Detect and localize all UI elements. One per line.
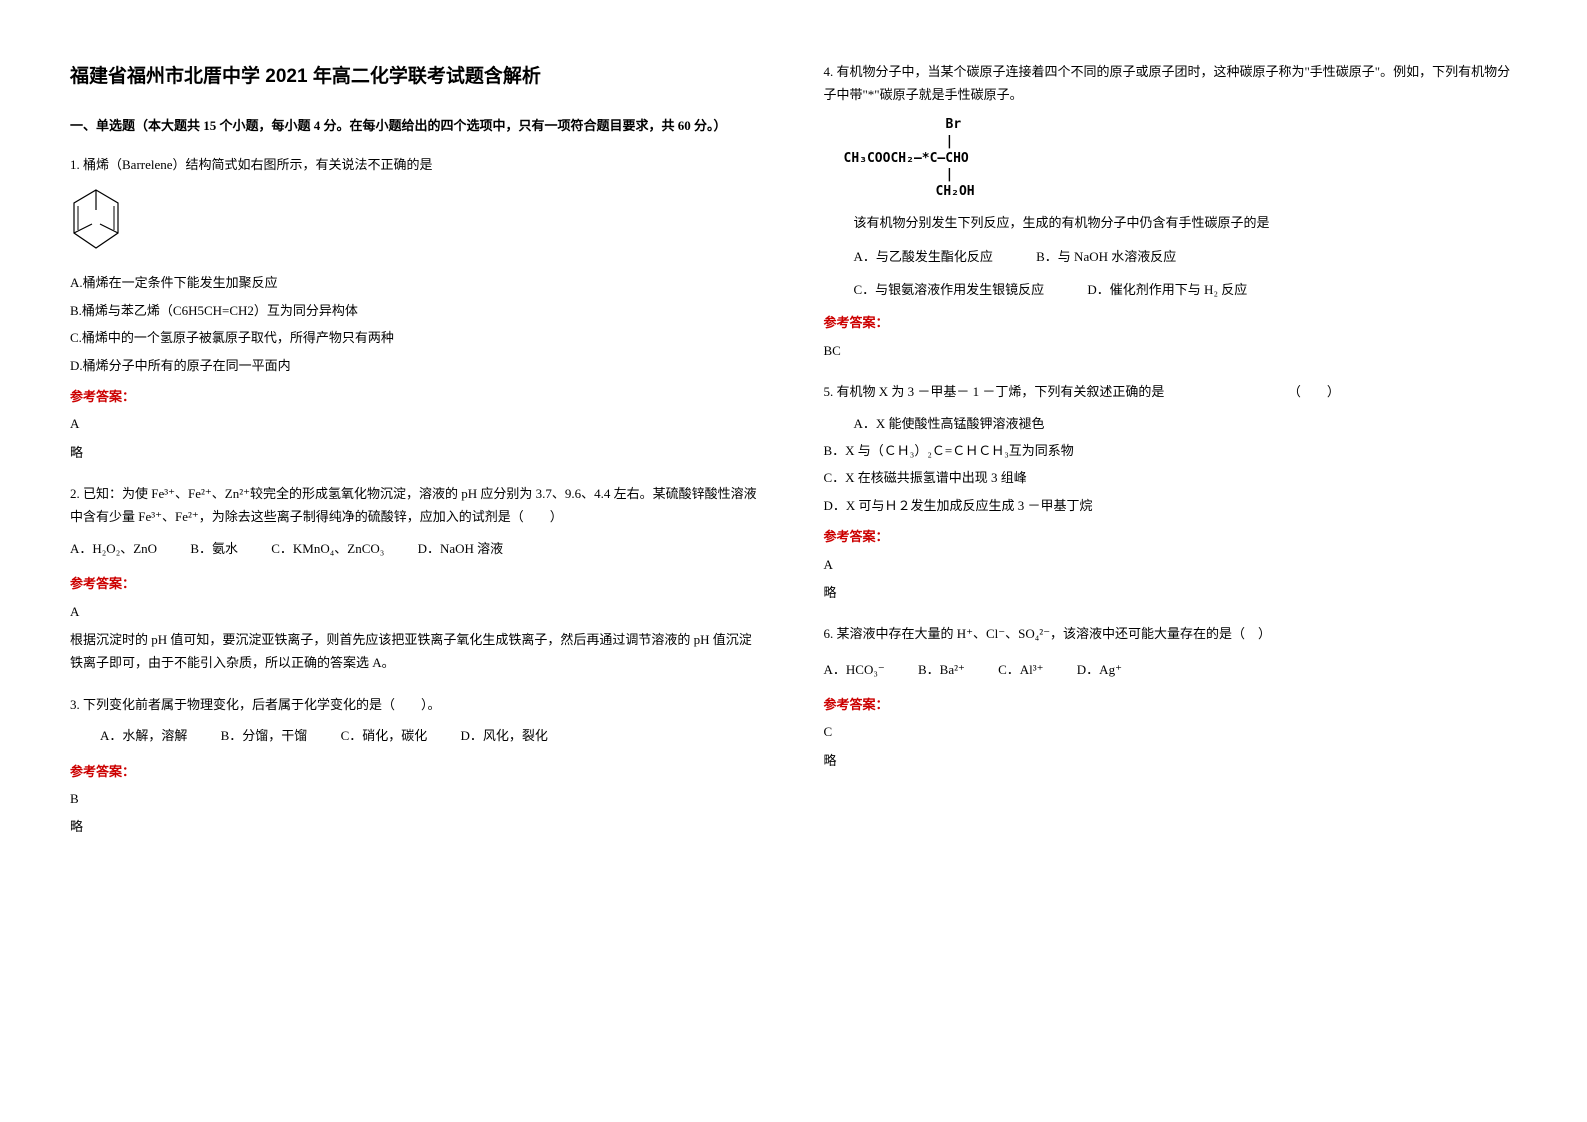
q6-option-c: C．Al³⁺	[998, 658, 1043, 681]
q2-text: 2. 已知：为使 Fe³⁺、Fe²⁺、Zn²⁺较完全的形成氢氧化物沉淀，溶液的 …	[70, 482, 764, 529]
q2-option-b: B．氨水	[190, 537, 238, 560]
q2-option-c: C．KMnO₄、ZnCO₃	[271, 537, 384, 560]
q2-option-a: A．H₂O₂、ZnO	[70, 537, 157, 560]
q3-text: 3. 下列变化前者属于物理变化，后者属于化学变化的是（ ）。	[70, 693, 764, 716]
q6-option-a: A．HCO₃⁻	[824, 658, 885, 681]
section-header: 一、单选题（本大题共 15 个小题，每小题 4 分。在每小题给出的四个选项中，只…	[70, 114, 764, 137]
question-6: 6. 某溶液中存在大量的 H⁺、Cl⁻、SO₄²⁻，该溶液中还可能大量存在的是（…	[824, 622, 1518, 772]
q3-note: 略	[70, 815, 764, 838]
q2-explanation: 根据沉淀时的 pH 值可知，要沉淀亚铁离子，则首先应该把亚铁离子氧化生成铁离子，…	[70, 628, 764, 675]
q6-option-b: B．Ba²⁺	[918, 658, 965, 681]
q6-note: 略	[824, 749, 1518, 772]
q6-text: 6. 某溶液中存在大量的 H⁺、Cl⁻、SO₄²⁻，该溶液中还可能大量存在的是（…	[824, 622, 1518, 645]
q5-option-a: A．X 能使酸性高锰酸钾溶液褪色	[824, 412, 1518, 435]
answer-label: 参考答案：	[70, 572, 764, 595]
barrelene-structure-icon	[70, 186, 764, 261]
answer-label: 参考答案：	[824, 693, 1518, 716]
question-3: 3. 下列变化前者属于物理变化，后者属于化学变化的是（ ）。 A．水解，溶解 B…	[70, 693, 764, 839]
q1-answer: A	[70, 412, 764, 435]
q1-option-c: C.桶烯中的一个氢原子被氯原子取代，所得产物只有两种	[70, 326, 764, 349]
q5-option-d: D．X 可与Ｈ２发生加成反应生成 3 －甲基丁烷	[824, 494, 1518, 517]
q3-option-a: A．水解，溶解	[100, 724, 187, 747]
question-4: 4. 有机物分子中，当某个碳原子连接着四个不同的原子或原子团时，这种碳原子称为"…	[824, 60, 1518, 362]
answer-label: 参考答案：	[824, 311, 1518, 334]
q3-option-b: B．分馏，干馏	[221, 724, 308, 747]
q3-option-d: D．风化，裂化	[460, 724, 547, 747]
question-5: 5. 有机物 X 为 3 －甲基－ 1 －丁烯，下列有关叙述正确的是 （ ） A…	[824, 380, 1518, 604]
answer-label: 参考答案：	[70, 385, 764, 408]
q4-intro: 4. 有机物分子中，当某个碳原子连接着四个不同的原子或原子团时，这种碳原子称为"…	[824, 60, 1518, 107]
q4-option-d: D．催化剂作用下与 H₂ 反应	[1087, 278, 1247, 301]
q4-option-b: B．与 NaOH 水溶液反应	[1036, 245, 1176, 268]
q5-answer: A	[824, 553, 1518, 576]
q3-option-c: C．硝化，碳化	[341, 724, 428, 747]
q4-formula: Br | CH₃COOCH₂—*C—CHO | CH₂OH	[844, 117, 1518, 201]
q1-note: 略	[70, 441, 764, 464]
question-1: 1. 桶烯（Barrelene）结构简式如右图所示，有关说法不正确的是 A.桶烯…	[70, 153, 764, 465]
q5-option-c: C．X 在核磁共振氢谱中出现 3 组峰	[824, 466, 1518, 489]
formula-line3: CH₂OH	[844, 184, 1518, 201]
formula-line2: CH₃COOCH₂—*C—CHO	[844, 151, 1518, 168]
q4-option-a: A．与乙酸发生酯化反应	[854, 245, 993, 268]
q5-note: 略	[824, 581, 1518, 604]
q3-answer: B	[70, 787, 764, 810]
q1-option-d: D.桶烯分子中所有的原子在同一平面内	[70, 354, 764, 377]
q5-option-b: B．X 与（ＣＨ₃）₂Ｃ=ＣＨＣＨ₃互为同系物	[824, 439, 1518, 462]
answer-label: 参考答案：	[70, 760, 764, 783]
page-title: 福建省福州市北厝中学 2021 年高二化学联考试题含解析	[70, 60, 764, 94]
q2-answer: A	[70, 600, 764, 623]
q4-text: 该有机物分别发生下列反应，生成的有机物分子中仍含有手性碳原子的是	[824, 211, 1518, 234]
q4-answer: BC	[824, 339, 1518, 362]
q1-text: 1. 桶烯（Barrelene）结构简式如右图所示，有关说法不正确的是	[70, 153, 764, 176]
q5-text: 5. 有机物 X 为 3 －甲基－ 1 －丁烯，下列有关叙述正确的是 （ ）	[824, 380, 1518, 403]
q1-option-b: B.桶烯与苯乙烯（C6H5CH=CH2）互为同分异构体	[70, 299, 764, 322]
q6-option-d: D．Ag⁺	[1077, 658, 1122, 681]
q4-option-c: C．与银氨溶液作用发生银镜反应	[854, 278, 1045, 301]
q1-option-a: A.桶烯在一定条件下能发生加聚反应	[70, 271, 764, 294]
q2-option-d: D．NaOH 溶液	[418, 537, 504, 560]
formula-line1: Br	[844, 117, 1518, 134]
answer-label: 参考答案：	[824, 525, 1518, 548]
q6-answer: C	[824, 720, 1518, 743]
question-2: 2. 已知：为使 Fe³⁺、Fe²⁺、Zn²⁺较完全的形成氢氧化物沉淀，溶液的 …	[70, 482, 764, 675]
